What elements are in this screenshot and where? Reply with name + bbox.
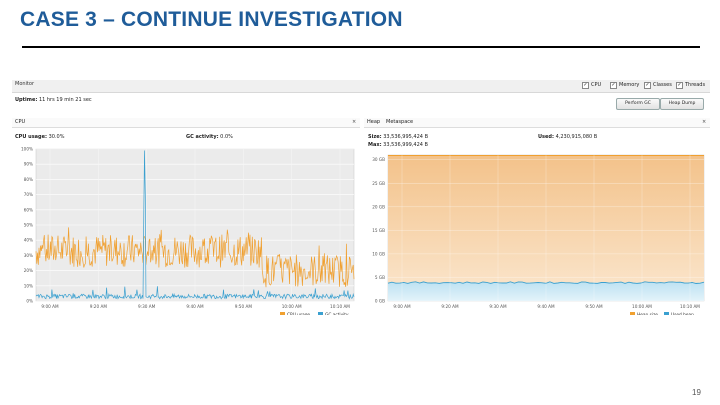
- y-tick-label: 60%: [24, 207, 33, 212]
- x-tick-label: 9:40 AM: [186, 304, 204, 309]
- y-tick-label: 70%: [24, 192, 33, 197]
- heap-size-label: Size:: [368, 134, 382, 140]
- x-tick-label: 9:30 AM: [138, 304, 156, 309]
- checkbox-cpu[interactable]: ✓ CPU: [582, 81, 602, 89]
- used-heap-stat: Used: 4,230,915,080 B: [538, 134, 597, 140]
- checkbox-label: CPU: [591, 82, 602, 88]
- y-tick-label: 100%: [21, 147, 33, 152]
- y-tick-label: 90%: [24, 162, 33, 167]
- legend-swatch-used-heap: [664, 312, 669, 315]
- heap-panel-header: Heap Metaspace ×: [364, 118, 710, 128]
- y-tick-label: 30 GB: [372, 157, 385, 162]
- checkbox-memory[interactable]: ✓ Memory: [610, 81, 640, 89]
- x-tick-label: 10:00 AM: [282, 304, 302, 309]
- cpu-usage-label: CPU usage:: [15, 134, 48, 140]
- cpu-usage-stat: CPU usage: 30.0%: [15, 134, 65, 140]
- y-tick-label: 20 GB: [372, 204, 385, 209]
- monitor-title: Monitor: [15, 81, 35, 87]
- tab-metaspace[interactable]: Metaspace: [386, 119, 414, 125]
- checkbox-threads[interactable]: ✓ Threads: [676, 81, 706, 89]
- cpu-usage-value: 30.0%: [48, 134, 65, 140]
- used-heap-value: 4,230,915,080 B: [555, 134, 598, 140]
- tab-heap[interactable]: Heap: [367, 119, 381, 125]
- slide-title: CASE 3 – CONTINUE INVESTIGATION: [20, 8, 403, 31]
- x-tick-label: 9:50 AM: [235, 304, 253, 309]
- y-tick-label: 25 GB: [372, 181, 385, 186]
- close-icon[interactable]: ×: [352, 119, 357, 125]
- legend-label-heap-size: Heap size: [637, 312, 658, 315]
- cpu-chart: 100% 90% 80% 70% 60% 50% 40% 30% 20% 10% 0% 9:00 AM…: [21, 147, 355, 315]
- x-tick-label: 10:10 AM: [330, 304, 350, 309]
- check-icon: ✓: [582, 81, 589, 89]
- uptime-value: 11 hrs 19 min 21 sec: [38, 97, 92, 103]
- legend-label-gc-activity: GC activity: [325, 312, 349, 315]
- check-icon: ✓: [676, 81, 683, 89]
- title-rule: [22, 46, 700, 48]
- monitor-header: Monitor ✓ CPU ✓ Memory ✓ Classes ✓ Threads: [12, 80, 710, 93]
- heap-size-value: 33,536,995,424 B: [383, 134, 428, 140]
- close-icon[interactable]: ×: [702, 119, 707, 125]
- legend-label-cpu-usage: CPU usage: [287, 312, 310, 315]
- y-tick-label: 80%: [24, 177, 33, 182]
- y-tick-label: 5 GB: [375, 275, 385, 280]
- legend-label-used-heap: Used heap: [671, 312, 694, 315]
- check-icon: ✓: [644, 81, 651, 89]
- checkbox-label: Memory: [619, 82, 640, 88]
- tab-cpu[interactable]: CPU: [15, 119, 26, 125]
- y-tick-label: 20%: [24, 268, 33, 273]
- heap-size-stat: Size: 33,536,995,424 B: [368, 134, 428, 140]
- x-tick-label: 10:10 AM: [680, 304, 700, 309]
- heap-max-label: Max:: [368, 142, 382, 148]
- checkbox-classes[interactable]: ✓ Classes: [644, 81, 672, 89]
- cpu-panel-header: CPU ×: [12, 118, 360, 128]
- gc-activity-series-line: [35, 150, 355, 300]
- x-tick-label: 9:20 AM: [90, 304, 108, 309]
- checkbox-label: Classes: [653, 82, 672, 88]
- y-tick-label: 10 GB: [372, 251, 385, 256]
- used-heap-label: Used:: [538, 134, 555, 140]
- x-tick-label: 9:00 AM: [393, 304, 411, 309]
- checkbox-label: Threads: [685, 82, 706, 88]
- legend-swatch-heap-size: [630, 312, 635, 315]
- uptime-label: Uptime:: [15, 97, 38, 103]
- uptime: Uptime: 11 hrs 19 min 21 sec: [15, 97, 92, 103]
- y-tick-label: 0 GB: [375, 299, 385, 304]
- x-tick-label: 10:00 AM: [632, 304, 652, 309]
- legend-swatch-gc-activity: [318, 312, 323, 315]
- heap-dump-button[interactable]: Heap Dump: [660, 98, 704, 110]
- cpu-usage-series-line: [35, 227, 355, 288]
- y-tick-label: 30%: [24, 253, 33, 258]
- y-tick-label: 50%: [24, 223, 33, 228]
- heap-max-stat: Max: 33,536,999,424 B: [368, 142, 428, 148]
- check-icon: ✓: [610, 81, 617, 89]
- gc-activity-label: GC activity:: [186, 134, 219, 140]
- heap-max-value: 33,536,999,424 B: [383, 142, 428, 148]
- x-tick-label: 9:00 AM: [41, 304, 59, 309]
- gc-activity-stat: GC activity: 0.0%: [186, 134, 233, 140]
- y-tick-label: 40%: [24, 238, 33, 243]
- x-tick-label: 9:40 AM: [537, 304, 555, 309]
- perform-gc-button[interactable]: Perform GC: [616, 98, 660, 110]
- heap-chart: 30 GB 25 GB 20 GB 15 GB 10 GB 5 GB 0 GB 9:00 AM…: [372, 154, 705, 315]
- page-number: 19: [692, 388, 701, 397]
- x-tick-label: 9:30 AM: [489, 304, 507, 309]
- y-tick-label: 15 GB: [372, 228, 385, 233]
- y-tick-label: 10%: [24, 283, 33, 288]
- gc-activity-value: 0.0%: [220, 134, 233, 140]
- legend-swatch-cpu-usage: [280, 312, 285, 315]
- x-tick-label: 9:20 AM: [441, 304, 459, 309]
- y-tick-label: 0%: [26, 299, 33, 304]
- x-tick-label: 9:50 AM: [585, 304, 603, 309]
